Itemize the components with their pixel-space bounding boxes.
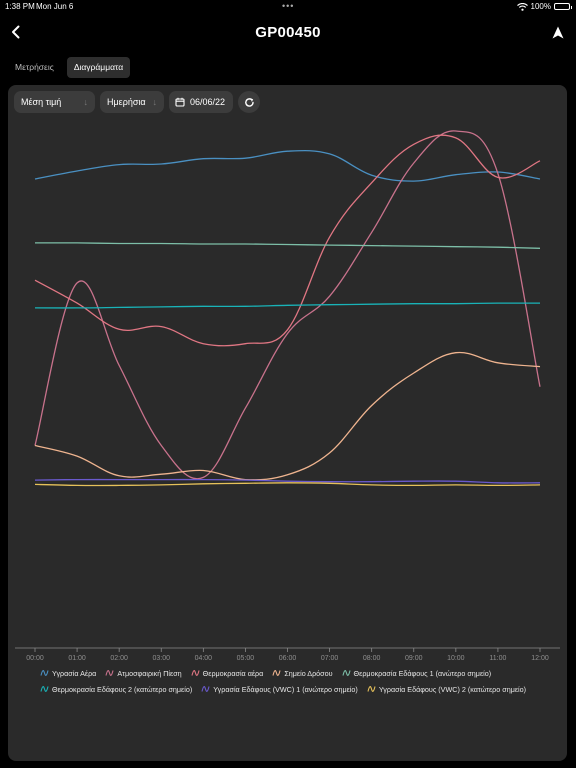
- legend-label: Υγρασία Εδάφους (VWC) 2 (κατώτερο σημείο…: [378, 684, 527, 694]
- multitasking-dots-icon[interactable]: •••: [282, 1, 295, 11]
- x-tick-label: 10:00: [447, 655, 465, 662]
- status-bar: 1:38 PM Mon Jun 6 ••• 100%: [0, 0, 576, 14]
- wifi-icon: [516, 2, 528, 11]
- legend-row: Υγρασία Αέρα Ατμοσφαιρική Πίεση Θερμοκρασί…: [40, 665, 560, 681]
- series-line-2: [34, 130, 541, 480]
- series-line-4: [34, 351, 541, 481]
- navigation-arrow-icon: [552, 26, 564, 38]
- legend-line-icon: [342, 670, 351, 676]
- navigate-button[interactable]: [548, 22, 568, 42]
- date-picker[interactable]: 06/06/22: [169, 91, 233, 113]
- legend-item[interactable]: Σημείο Δρόσου: [272, 668, 333, 678]
- page-title: GP00450: [255, 24, 321, 41]
- legend-line-icon: [272, 670, 281, 676]
- x-tick-label: 09:00: [405, 655, 423, 662]
- segmented-tabs: Μετρήσεις Διαγράμματα: [8, 57, 131, 78]
- refresh-icon: [244, 97, 254, 107]
- x-tick-label: 03:00: [152, 655, 170, 662]
- legend-label: Υγρασία Αέρα: [52, 668, 97, 678]
- legend-label: Σημείο Δρόσου: [284, 668, 333, 678]
- navigation-bar: GP00450: [0, 20, 576, 46]
- period-select[interactable]: Ημερήσια ↓: [100, 91, 164, 113]
- chart-legend: Υγρασία Αέρα Ατμοσφαιρική Πίεση Θερμοκρασί…: [40, 665, 560, 697]
- date-value: 06/06/22: [190, 97, 226, 107]
- calendar-icon: [175, 97, 185, 107]
- x-tick-label: 07:00: [321, 655, 339, 662]
- aggregate-select[interactable]: Μέση τιμή ↓: [14, 91, 95, 113]
- chart-toolbar: Μέση τιμή ↓ Ημερήσια ↓ 06/06/22: [14, 91, 260, 113]
- legend-line-icon: [367, 686, 376, 692]
- series-line-5: [34, 242, 541, 249]
- tab-measurements[interactable]: Μετρήσεις: [15, 62, 54, 72]
- legend-item[interactable]: Υγρασία Εδάφους (VWC) 1 (ανώτερο σημείο): [201, 685, 358, 694]
- period-value: Ημερήσια: [107, 97, 146, 107]
- chart-series-group: [34, 130, 541, 487]
- x-tick-label: 06:00: [279, 655, 297, 662]
- legend-line-icon: [191, 670, 200, 676]
- arrow-down-icon: ↓: [152, 97, 158, 107]
- legend-item[interactable]: Ατμοσφαιρική Πίεση: [105, 668, 182, 678]
- tab-charts[interactable]: Διαγράμματα: [66, 57, 131, 78]
- series-line-6: [34, 302, 540, 309]
- series-line-3: [34, 134, 541, 347]
- legend-row: Θερμοκρασία Εδάφους 2 (κατώτερο σημείο) Υ…: [40, 681, 560, 697]
- arrow-down-icon: ↓: [83, 97, 89, 107]
- status-time: 1:38 PM: [5, 2, 35, 11]
- chart-panel: Μέση τιμή ↓ Ημερήσια ↓ 06/06/22 00:00 0: [8, 85, 567, 761]
- chevron-left-icon: [12, 25, 20, 39]
- x-tick-label: 02:00: [110, 655, 128, 662]
- legend-label: Θερμοκρασία αέρα: [202, 668, 264, 678]
- x-tick-label: 01:00: [68, 655, 86, 662]
- refresh-button[interactable]: [238, 91, 260, 113]
- status-right: 100%: [516, 2, 572, 11]
- x-tick-label: 05:00: [237, 655, 255, 662]
- series-line-7: [34, 478, 541, 484]
- legend-line-icon: [201, 686, 210, 692]
- back-button[interactable]: [6, 22, 26, 42]
- legend-label: Ατμοσφαιρική Πίεση: [117, 668, 182, 678]
- x-tick-label: 04:00: [195, 655, 213, 662]
- x-axis-ticks: 00:00 01:00 02:00 03:00 04:00 05:00 06:00 07:00…: [26, 648, 549, 662]
- legend-line-icon: [40, 670, 49, 676]
- x-tick-label: 08:00: [363, 655, 381, 662]
- x-tick-label: 00:00: [26, 655, 44, 662]
- x-tick-label: 12:00: [531, 655, 549, 662]
- x-tick-label: 11:00: [489, 655, 506, 662]
- legend-label: Θερμοκρασία Εδάφους 2 (κατώτερο σημείο): [52, 684, 193, 694]
- legend-item[interactable]: Υγρασία Αέρα: [40, 669, 96, 678]
- battery-icon: [554, 3, 572, 10]
- legend-label: Θερμοκρασία Εδάφους 1 (ανώτερο σημείο): [353, 668, 492, 678]
- status-date: Mon Jun 6: [36, 2, 74, 11]
- legend-line-icon: [40, 686, 49, 692]
- series-line-1: [34, 149, 541, 182]
- line-chart: 00:00 01:00 02:00 03:00 04:00 05:00 06:00 07:00…: [15, 130, 560, 662]
- legend-label: Υγρασία Εδάφους (VWC) 1 (ανώτερο σημείο): [213, 684, 358, 694]
- battery-percent: 100%: [530, 2, 551, 11]
- aggregate-value: Μέση τιμή: [21, 97, 62, 107]
- legend-item[interactable]: Υγρασία Εδάφους (VWC) 2 (κατώτερο σημείο…: [367, 685, 526, 694]
- legend-item[interactable]: Θερμοκρασία αέρα: [191, 668, 264, 678]
- legend-line-icon: [105, 670, 114, 676]
- series-line-8: [34, 482, 541, 487]
- legend-item[interactable]: Θερμοκρασία Εδάφους 1 (ανώτερο σημείο): [342, 668, 492, 678]
- legend-item[interactable]: Θερμοκρασία Εδάφους 2 (κατώτερο σημείο): [40, 685, 192, 694]
